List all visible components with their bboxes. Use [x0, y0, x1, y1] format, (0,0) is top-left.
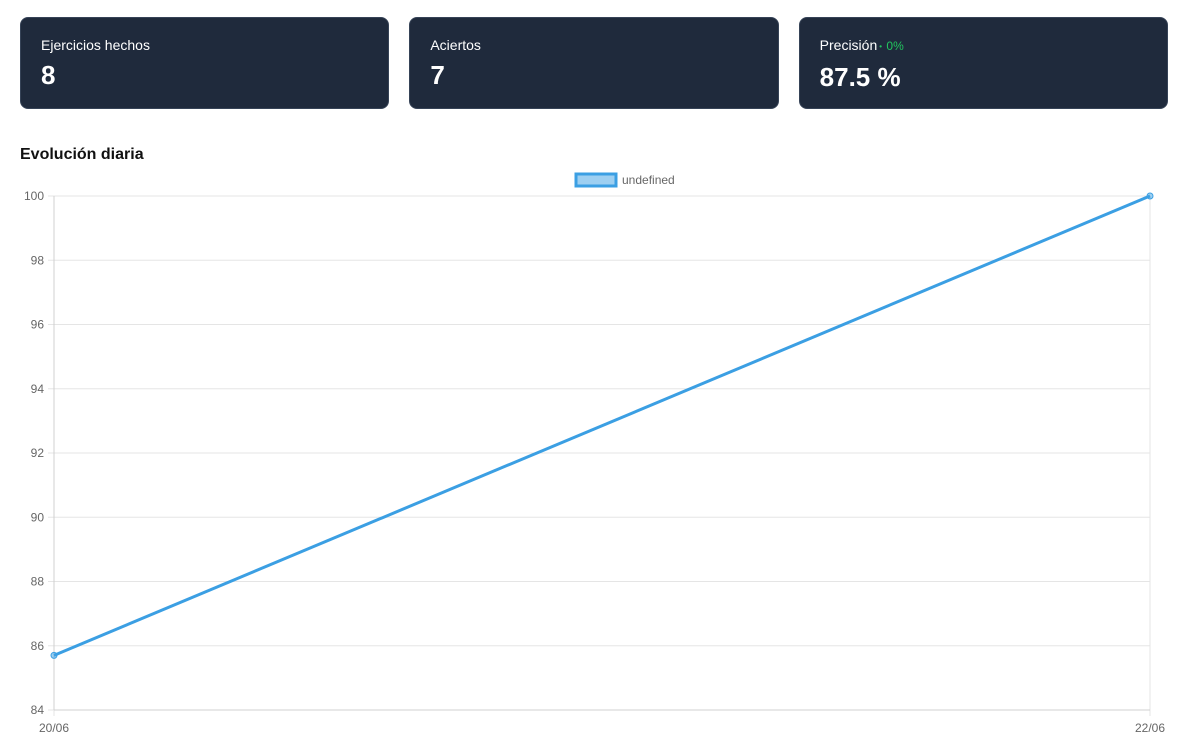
y-tick-label: 88 — [31, 575, 45, 589]
delta-badge: • 0% — [879, 37, 904, 56]
stat-card-precision: Precisión • 0% 87.5 % — [798, 17, 1168, 109]
stat-label: Precisión — [819, 37, 878, 53]
stat-card-exercises: Ejercicios hechos 8 — [20, 17, 390, 109]
y-tick-label: 98 — [31, 253, 45, 267]
y-tick-label: 86 — [31, 639, 45, 653]
legend-label: undefined — [622, 173, 675, 187]
stat-label-row: Precisión • 0% — [820, 36, 1147, 56]
y-tick-label: 92 — [31, 446, 45, 460]
x-tick-label: 22/06 — [1135, 721, 1165, 735]
stat-value: 7 — [430, 60, 445, 90]
section-title: Evolución diaria — [20, 146, 144, 163]
y-tick-label: 84 — [31, 703, 45, 717]
stat-value: 8 — [41, 60, 56, 90]
stat-label: Ejercicios hechos — [41, 37, 150, 53]
series-line — [53, 194, 1151, 657]
delta-value: 0% — [886, 39, 904, 53]
stats-cards: Ejercicios hechos 8 Aciertos 7 Precisión… — [20, 17, 1168, 109]
y-tick-label: 96 — [31, 318, 45, 332]
x-tick-label: 20/06 — [39, 721, 69, 735]
y-tick-label: 94 — [31, 382, 45, 396]
stat-value: 87.5 % — [819, 62, 901, 92]
y-tick-label: 90 — [31, 510, 45, 524]
data-point — [1146, 192, 1154, 200]
data-point — [50, 651, 58, 659]
daily-evolution-chart: 84 86 88 90 92 94 96 98 100 20/06 22/06 undefined — [24, 172, 1165, 735]
dot-icon: • — [879, 42, 883, 51]
stat-card-correct: Aciertos 7 — [409, 17, 779, 109]
y-tick-label: 100 — [24, 189, 44, 203]
legend-swatch — [574, 172, 618, 188]
stat-label: Aciertos — [430, 37, 481, 53]
